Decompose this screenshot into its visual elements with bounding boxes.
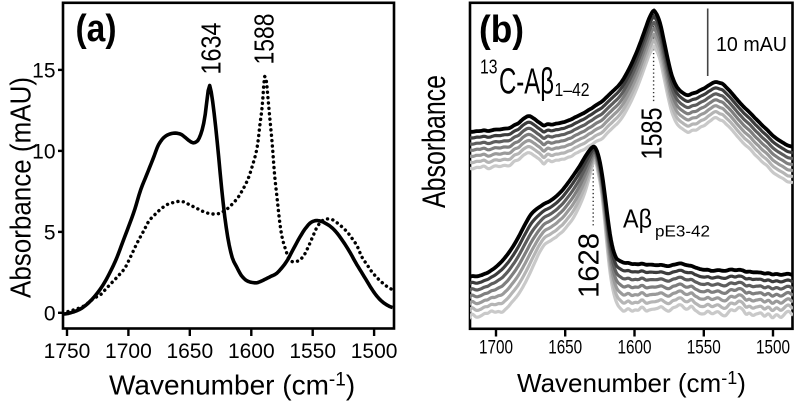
svg-text:1–42: 1–42 [555,80,590,100]
svg-text:(a): (a) [76,8,117,50]
svg-text:(b): (b) [479,9,524,51]
svg-text:1628: 1628 [574,233,606,298]
svg-text:1700: 1700 [479,337,513,359]
svg-text:1500: 1500 [756,337,790,359]
svg-text:1550: 1550 [289,340,336,363]
svg-text:Absorbance: Absorbance [416,75,452,208]
svg-text:1650: 1650 [166,340,213,363]
svg-text:Wavenumber (cm-1): Wavenumber (cm-1) [109,370,355,401]
svg-text:15: 15 [32,59,55,82]
svg-text:1588: 1588 [249,14,280,65]
svg-text:1600: 1600 [228,340,275,363]
svg-text:1585: 1585 [637,108,669,160]
svg-text:5: 5 [44,221,56,244]
svg-text:1500: 1500 [351,340,398,363]
svg-text:pE3-42: pE3-42 [655,224,710,241]
svg-text:1634: 1634 [196,23,227,75]
svg-text:1550: 1550 [687,337,721,359]
svg-text:1750: 1750 [44,340,91,363]
svg-text:Aβ: Aβ [623,204,652,234]
svg-text:C-Aβ: C-Aβ [499,61,554,102]
svg-text:1700: 1700 [105,340,152,363]
svg-text:1650: 1650 [548,337,582,359]
svg-text:10 mAU: 10 mAU [716,33,787,56]
svg-text:13: 13 [480,57,498,79]
svg-text:10: 10 [32,140,55,163]
svg-text:Wavenumber (cm-1): Wavenumber (cm-1) [517,368,746,398]
svg-text:0: 0 [44,302,56,325]
svg-text:1600: 1600 [618,337,652,359]
svg-text:Absorbance (mAU): Absorbance (mAU) [6,77,38,298]
